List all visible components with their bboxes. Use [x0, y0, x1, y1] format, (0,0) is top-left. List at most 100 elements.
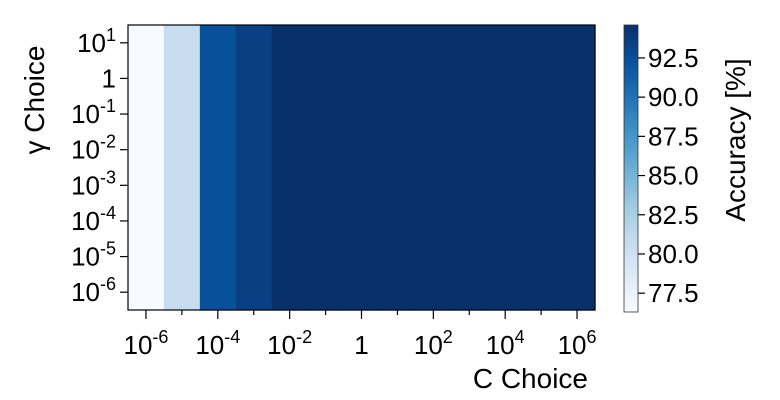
- colorbar-label: Accuracy [%]: [720, 58, 751, 221]
- heatmap-cell: [379, 25, 416, 62]
- heatmap-cell: [128, 25, 165, 62]
- heatmap-cell: [379, 131, 416, 169]
- heatmap-cell: [415, 131, 452, 169]
- heatmap-cell: [451, 60, 488, 97]
- heatmap-cell: [163, 203, 201, 240]
- heatmap-cell: [379, 96, 416, 133]
- heatmap-cell: [523, 167, 560, 204]
- heatmap-cell: [343, 274, 381, 311]
- heatmap-cell: [307, 238, 345, 275]
- heatmap-cell: [559, 203, 596, 240]
- heatmap-cell: [128, 238, 165, 275]
- heatmap-cell: [199, 274, 237, 311]
- heatmap-cell: [163, 238, 201, 275]
- colorbar-tick-label: 85.0: [648, 161, 699, 191]
- y-tick-label: 10-3: [71, 167, 116, 200]
- heatmap-cell: [343, 238, 381, 275]
- heatmap-cell: [559, 167, 596, 204]
- heatmap-cell: [271, 96, 309, 133]
- heatmap-cell: [415, 60, 452, 97]
- heatmap-cell: [487, 203, 524, 240]
- heatmap-cell: [307, 96, 345, 133]
- heatmap-cell: [128, 167, 165, 204]
- x-tick-label: 10-6: [123, 327, 168, 360]
- heatmap-cell: [523, 203, 560, 240]
- heatmap-cell: [379, 274, 416, 311]
- heatmap-cell: [451, 25, 488, 62]
- heatmap-cell: [559, 25, 596, 62]
- heatmap-cell: [199, 167, 237, 204]
- heatmap-cell: [487, 238, 524, 275]
- heatmap-cell: [559, 274, 596, 311]
- heatmap-cell: [343, 60, 381, 97]
- heatmap-cell: [487, 274, 524, 311]
- heatmap-cell: [128, 96, 165, 133]
- heatmap-cell: [307, 60, 345, 97]
- heatmap-cell: [307, 203, 345, 240]
- heatmap-cell: [271, 203, 309, 240]
- heatmap-cell: [307, 131, 345, 169]
- heatmap-cells: [128, 25, 596, 311]
- heatmap-cell: [415, 25, 452, 62]
- x-tick-label: 102: [414, 327, 453, 360]
- heatmap-cell: [199, 25, 237, 62]
- heatmap-cell: [451, 167, 488, 204]
- x-tick-label: 104: [486, 327, 525, 360]
- x-tick-label: 10-2: [267, 327, 312, 360]
- heatmap-cell: [199, 203, 237, 240]
- y-tick-label: 10-5: [71, 239, 116, 272]
- heatmap-cell: [163, 96, 201, 133]
- heatmap-cell: [343, 96, 381, 133]
- colorbar-tick-label: 82.5: [648, 200, 699, 230]
- heatmap-cell: [487, 96, 524, 133]
- heatmap-cell: [271, 167, 309, 204]
- heatmap-cell: [271, 60, 309, 97]
- heatmap-cell: [559, 96, 596, 133]
- heatmap-cell: [523, 60, 560, 97]
- heatmap-cell: [307, 167, 345, 204]
- x-tick-label: 106: [558, 327, 597, 360]
- y-axis-title: γ Choice: [19, 46, 50, 155]
- colorbar: [623, 24, 639, 313]
- heatmap-cell: [415, 203, 452, 240]
- heatmap-cell: [523, 274, 560, 311]
- heatmap-cell: [523, 238, 560, 275]
- y-tick-label: 101: [77, 25, 116, 58]
- heatmap-cell: [199, 96, 237, 133]
- heatmap-cell: [235, 203, 273, 240]
- heatmap-cell: [199, 131, 237, 169]
- y-tick-label: 1: [102, 63, 116, 93]
- heatmap-cell: [271, 238, 309, 275]
- heatmap-cell: [559, 238, 596, 275]
- heatmap-cell: [451, 274, 488, 311]
- heatmap-cell: [415, 167, 452, 204]
- heatmap-cell: [487, 167, 524, 204]
- heatmap-cell: [163, 274, 201, 311]
- x-tick-label: 1: [354, 330, 368, 360]
- y-tick-label: 10-6: [71, 274, 116, 307]
- heatmap-cell: [343, 131, 381, 169]
- heatmap-cell: [379, 60, 416, 97]
- colorbar-tick-label: 87.5: [648, 121, 699, 151]
- heatmap-cell: [487, 131, 524, 169]
- heatmap-cell: [487, 25, 524, 62]
- heatmap-cell: [451, 203, 488, 240]
- heatmap-cell: [163, 131, 201, 169]
- heatmap-cell: [235, 131, 273, 169]
- heatmap-cell: [235, 167, 273, 204]
- heatmap-cell: [163, 60, 201, 97]
- heatmap-cell: [235, 274, 273, 311]
- colorbar-tick-label: 92.5: [648, 43, 699, 73]
- heatmap-cell: [379, 167, 416, 204]
- heatmap-cell: [379, 238, 416, 275]
- heatmap-cell: [271, 274, 309, 311]
- heatmap-cell: [235, 238, 273, 275]
- heatmap-cell: [343, 25, 381, 62]
- heatmap-cell: [163, 25, 201, 62]
- heatmap-cell: [451, 96, 488, 133]
- heatmap-cell: [523, 131, 560, 169]
- heatmap-cell: [235, 96, 273, 133]
- heatmap-cell: [199, 60, 237, 97]
- heatmap-cell: [235, 25, 273, 62]
